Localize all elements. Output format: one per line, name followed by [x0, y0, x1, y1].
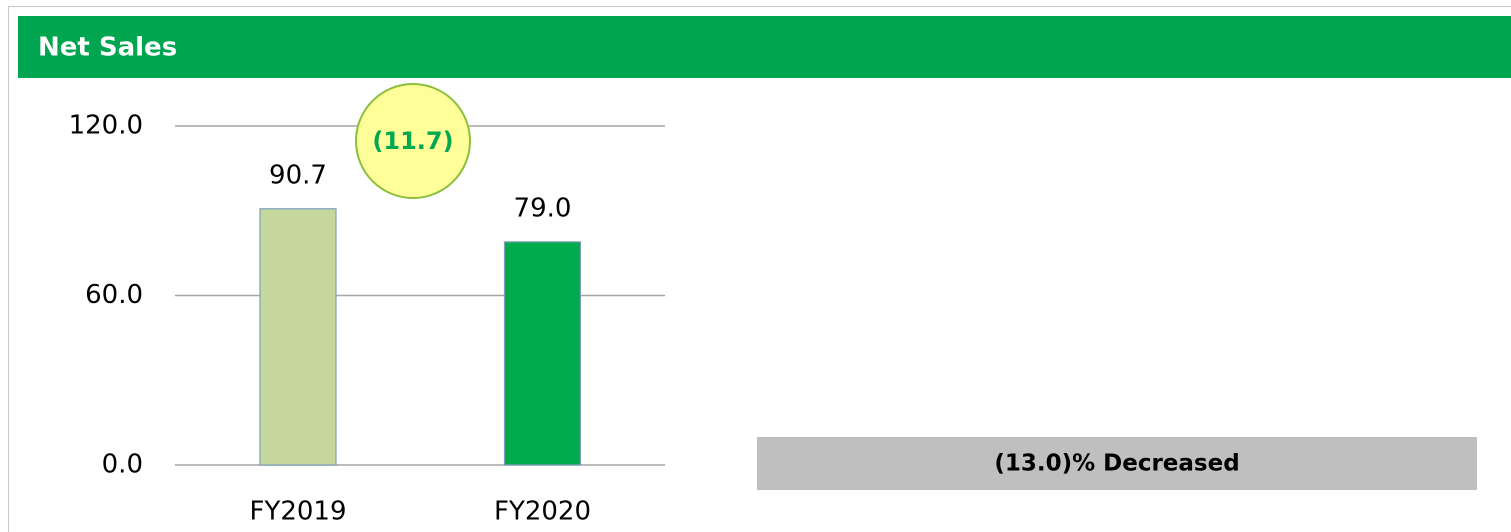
y-tick-label: 60.0: [85, 280, 143, 310]
value-label: 79.0: [514, 193, 572, 223]
bar: [503, 241, 582, 466]
x-tick-label: FY2019: [249, 497, 346, 527]
y-tick-label: 0.0: [102, 450, 143, 480]
y-tick-label: 120.0: [69, 111, 143, 141]
chart-title: Net Sales: [38, 33, 177, 63]
x-tick-label: FY2020: [494, 497, 591, 527]
value-label: 90.7: [269, 160, 327, 190]
difference-label: (11.7): [372, 127, 453, 155]
panel-border: [8, 6, 1511, 532]
header-bar: [18, 16, 1511, 78]
plot-area: 0.0 60.0 120.0 90.7 FY2019 79.0 FY2020: [69, 111, 665, 527]
summary-box: [757, 437, 1477, 490]
bar: [259, 208, 337, 466]
difference-bubble: [355, 83, 471, 199]
summary-label: (13.0)% Decreased: [994, 451, 1239, 477]
